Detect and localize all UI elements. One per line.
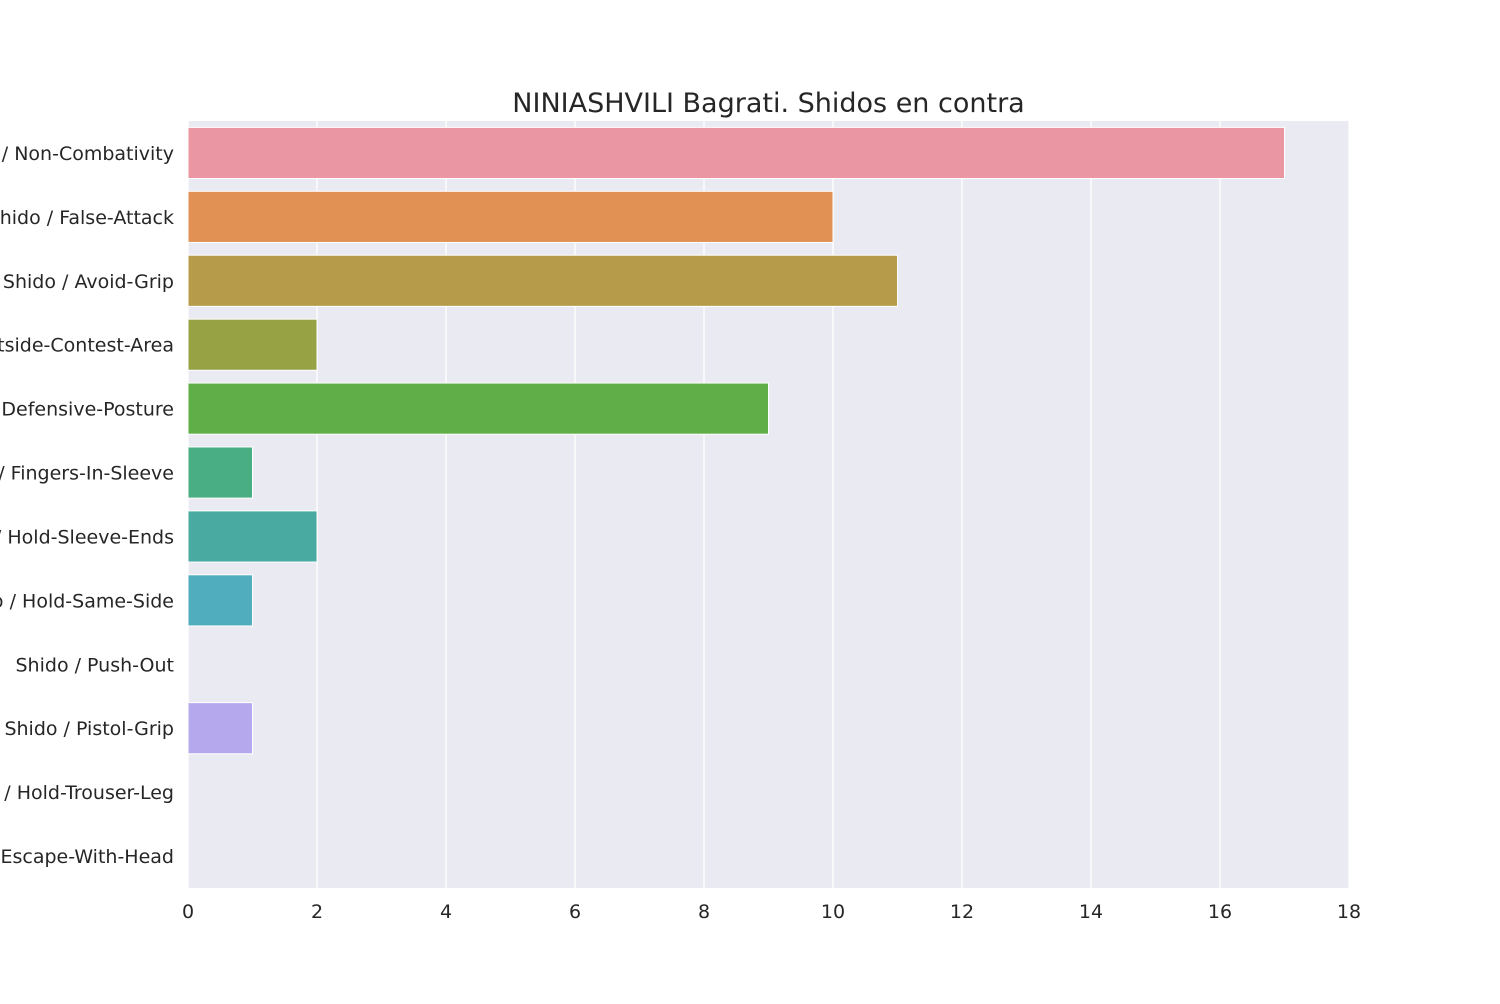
y-tick-label: Shido / Hold-Sleeve-Ends <box>0 526 174 548</box>
y-tick-label: Shido / Defensive-Posture <box>0 399 174 421</box>
y-tick-label: Shido / Push-Out <box>16 654 175 676</box>
x-tick-label: 12 <box>950 901 974 923</box>
y-tick-label: Shido / False-Attack <box>0 207 174 229</box>
x-tick-labels: 0 2 4 6 8 10 12 14 16 18 <box>182 901 1361 923</box>
bar <box>187 318 318 371</box>
x-tick-label: 18 <box>1337 901 1361 923</box>
plot-background <box>188 121 1349 888</box>
y-tick-label: Shido / Fingers-In-Sleeve <box>0 463 174 485</box>
bar <box>187 446 253 499</box>
bar <box>187 126 1285 180</box>
x-tick-label: 8 <box>698 901 710 923</box>
y-tick-label: Shido / Escape-With-Head <box>0 846 174 868</box>
bar <box>187 382 769 435</box>
bar <box>187 702 253 755</box>
y-tick-label: Shido / Hold-Trouser-Leg <box>0 782 174 804</box>
y-tick-label: Shido / Outside-Contest-Area <box>0 335 174 357</box>
chart-title: NINIASHVILI Bagrati. Shidos en contra <box>512 88 1024 119</box>
bar <box>187 254 898 307</box>
bar <box>187 574 253 627</box>
x-tick-label: 2 <box>311 901 323 923</box>
x-tick-label: 0 <box>182 901 194 923</box>
x-tick-label: 4 <box>440 901 452 923</box>
x-tick-label: 6 <box>569 901 581 923</box>
bar <box>187 510 318 563</box>
y-tick-labels: Shido / Non-Combativity Shido / False-Att… <box>0 143 174 868</box>
y-tick-label: Shido / Pistol-Grip <box>4 718 174 740</box>
y-tick-label: Shido / Non-Combativity <box>0 143 174 165</box>
y-tick-label: Shido / Avoid-Grip <box>3 271 174 293</box>
x-tick-label: 14 <box>1079 901 1103 923</box>
bars <box>187 126 1285 755</box>
x-tick-label: 10 <box>821 901 845 923</box>
bar <box>187 190 834 243</box>
grid-lines <box>187 121 1350 888</box>
x-tick-label: 16 <box>1208 901 1232 923</box>
y-tick-label: Shido / Hold-Same-Side <box>0 590 174 612</box>
